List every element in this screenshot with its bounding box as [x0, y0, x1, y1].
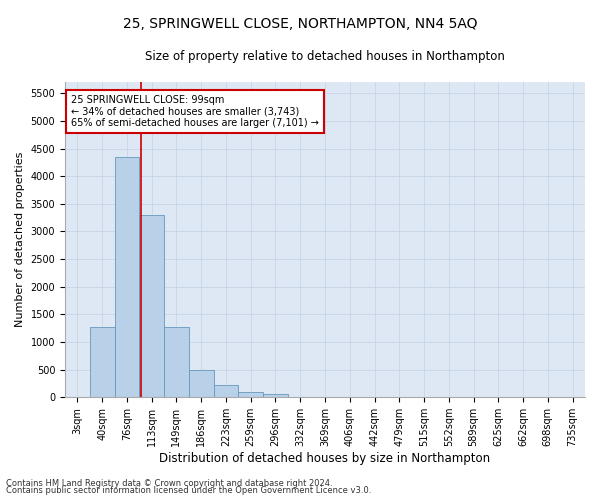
Bar — [139, 215, 164, 397]
Y-axis label: Number of detached properties: Number of detached properties — [15, 152, 25, 328]
Text: 25, SPRINGWELL CLOSE, NORTHAMPTON, NN4 5AQ: 25, SPRINGWELL CLOSE, NORTHAMPTON, NN4 5… — [123, 18, 477, 32]
X-axis label: Distribution of detached houses by size in Northampton: Distribution of detached houses by size … — [160, 452, 491, 465]
Bar — [238, 392, 263, 397]
Text: 25 SPRINGWELL CLOSE: 99sqm
← 34% of detached houses are smaller (3,743)
65% of s: 25 SPRINGWELL CLOSE: 99sqm ← 34% of deta… — [71, 95, 319, 128]
Bar — [90, 327, 115, 397]
Bar — [263, 394, 288, 397]
Text: Contains HM Land Registry data © Crown copyright and database right 2024.: Contains HM Land Registry data © Crown c… — [6, 478, 332, 488]
Title: Size of property relative to detached houses in Northampton: Size of property relative to detached ho… — [145, 50, 505, 63]
Bar — [189, 370, 214, 397]
Bar — [115, 158, 139, 397]
Bar — [214, 385, 238, 397]
Bar — [164, 327, 189, 397]
Text: Contains public sector information licensed under the Open Government Licence v3: Contains public sector information licen… — [6, 486, 371, 495]
